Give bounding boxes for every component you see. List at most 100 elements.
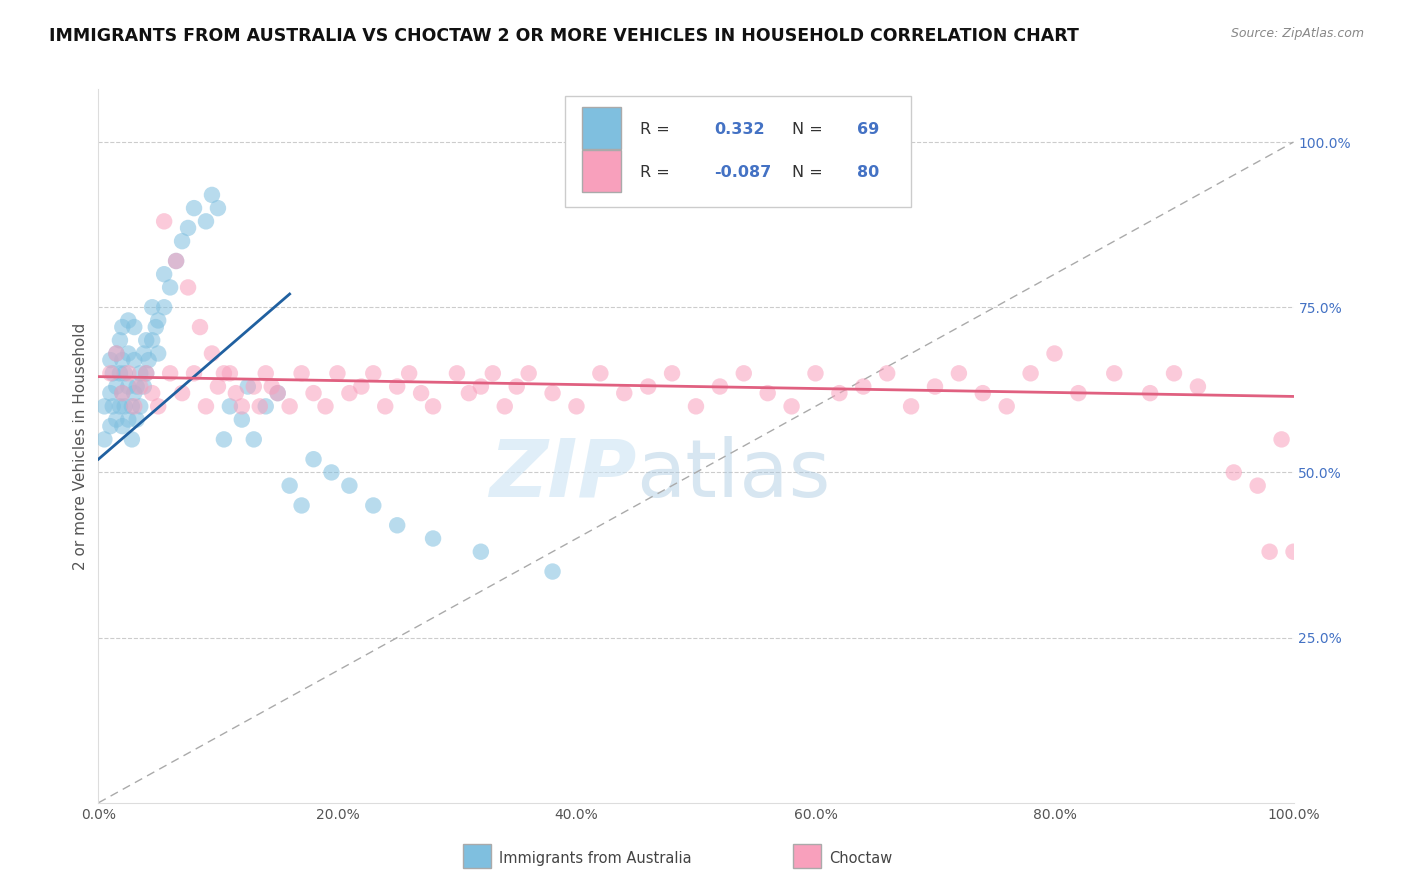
Text: 0.332: 0.332 — [714, 122, 765, 137]
Point — [733, 367, 755, 381]
Point — [1247, 478, 1270, 492]
Point — [852, 379, 875, 393]
Point — [101, 400, 124, 414]
Text: 69: 69 — [858, 122, 880, 137]
Point — [172, 234, 194, 248]
Point — [1043, 346, 1066, 360]
Point — [93, 433, 115, 447]
Point — [121, 400, 143, 414]
Point — [363, 367, 385, 381]
Point — [470, 545, 492, 559]
Point — [129, 400, 152, 414]
Point — [637, 379, 659, 393]
Point — [876, 367, 898, 381]
Point — [231, 400, 253, 414]
Point — [201, 346, 224, 360]
Point — [148, 313, 170, 327]
Point — [1223, 466, 1246, 480]
Point — [188, 320, 211, 334]
Point — [153, 300, 176, 314]
Point — [141, 386, 163, 401]
Point — [124, 320, 146, 334]
Point — [132, 379, 155, 393]
Text: R =: R = — [640, 122, 669, 137]
Point — [124, 400, 146, 414]
Point — [108, 400, 131, 414]
Point — [108, 367, 131, 381]
Point — [243, 379, 266, 393]
Point — [411, 386, 433, 401]
Point — [350, 379, 373, 393]
Point — [278, 478, 301, 492]
Point — [326, 367, 349, 381]
Point — [159, 367, 181, 381]
Point — [254, 400, 277, 414]
Point — [398, 367, 420, 381]
Point — [105, 379, 128, 393]
Point — [207, 379, 229, 393]
Point — [177, 221, 200, 235]
Point — [111, 353, 134, 368]
Point — [108, 333, 131, 347]
Point — [195, 214, 218, 228]
Point — [236, 379, 259, 393]
Point — [105, 346, 128, 360]
Point — [517, 367, 540, 381]
Point — [363, 499, 385, 513]
Point — [177, 280, 200, 294]
Point — [565, 400, 588, 414]
Point — [117, 346, 139, 360]
Point — [828, 386, 851, 401]
Point — [267, 386, 290, 401]
Point — [153, 267, 176, 281]
Point — [105, 346, 128, 360]
Point — [98, 353, 122, 368]
Point — [385, 518, 409, 533]
Point — [302, 452, 325, 467]
Point — [470, 379, 492, 393]
Point — [804, 367, 827, 381]
Point — [125, 379, 148, 393]
Point — [159, 280, 181, 294]
Point — [315, 400, 337, 414]
Point — [183, 367, 205, 381]
Point — [212, 367, 235, 381]
Point — [101, 367, 124, 381]
Point — [924, 379, 946, 393]
Point — [124, 353, 146, 368]
Point — [1282, 545, 1305, 559]
Text: ZIP: ZIP — [489, 435, 637, 514]
Text: N =: N = — [792, 165, 823, 180]
Text: N =: N = — [792, 122, 823, 137]
Point — [422, 532, 444, 546]
Point — [709, 379, 731, 393]
Point — [339, 478, 361, 492]
Point — [98, 386, 122, 401]
Point — [1187, 379, 1209, 393]
Point — [613, 386, 636, 401]
Y-axis label: 2 or more Vehicles in Household: 2 or more Vehicles in Household — [73, 322, 89, 570]
Point — [243, 433, 266, 447]
Point — [129, 379, 152, 393]
Point — [458, 386, 481, 401]
Point — [212, 433, 235, 447]
Point — [145, 320, 167, 334]
Point — [1163, 367, 1185, 381]
Text: -0.087: -0.087 — [714, 165, 770, 180]
Point — [1104, 367, 1126, 381]
Point — [219, 400, 242, 414]
Point — [117, 367, 139, 381]
Point — [98, 367, 122, 381]
Point — [141, 333, 163, 347]
Point — [972, 386, 994, 401]
Point — [231, 412, 253, 426]
Point — [172, 386, 194, 401]
Point — [302, 386, 325, 401]
Text: R =: R = — [640, 165, 669, 180]
Point — [105, 412, 128, 426]
Point — [948, 367, 970, 381]
Point — [148, 400, 170, 414]
Text: Immigrants from Australia: Immigrants from Australia — [499, 852, 692, 866]
Point — [117, 379, 139, 393]
Point — [254, 367, 277, 381]
